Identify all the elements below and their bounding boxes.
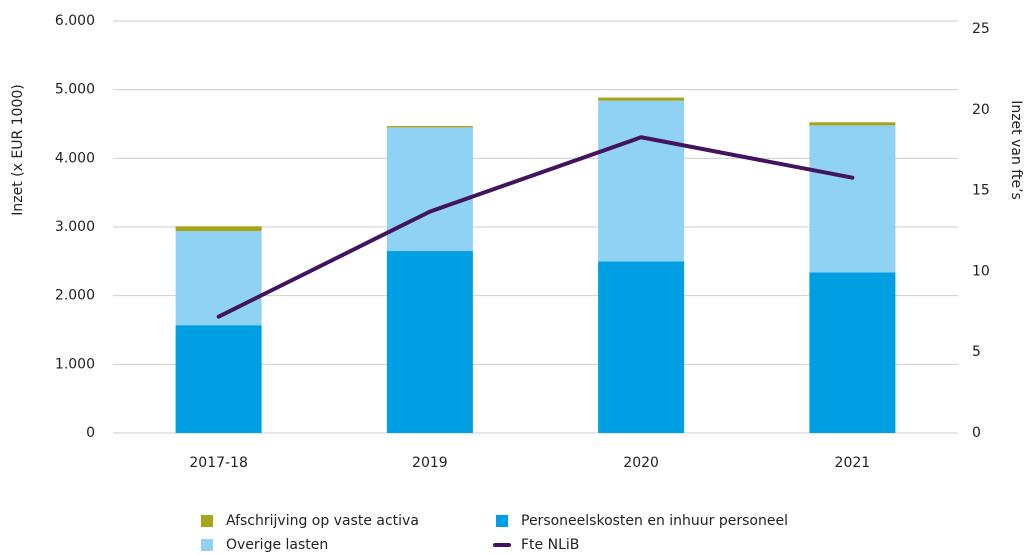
bar-segment [386, 127, 473, 252]
y2-tick-label: 25 [972, 21, 990, 37]
bar-segment [598, 261, 685, 433]
y-tick-label: 2.000 [55, 288, 95, 304]
y-tick-label: 0 [86, 425, 95, 441]
y-tick-label: 5.000 [55, 82, 95, 98]
bar-segment [809, 272, 896, 433]
y-tick-label: 1.000 [55, 356, 95, 372]
y2-tick-label: 0 [972, 425, 981, 441]
legend-swatch [201, 539, 213, 551]
legend-swatch [496, 515, 508, 527]
legend-swatch [201, 515, 213, 527]
bar-segment [175, 325, 262, 433]
legend-label: Personeelskosten en inhuur personeel [521, 513, 788, 529]
y-tick-label: 6.000 [55, 13, 95, 29]
y-tick-label: 4.000 [55, 150, 95, 166]
bar-segment [386, 126, 473, 128]
x-tick-label: 2017-18 [189, 455, 248, 471]
y2-tick-label: 5 [972, 344, 981, 360]
bar-segment [598, 100, 685, 262]
bar-segment [809, 125, 896, 273]
x-tick-label: 2020 [623, 455, 659, 471]
legend-label: Afschrijving op vaste activa [226, 513, 419, 529]
legend-label: Overige lasten [226, 537, 328, 553]
y-tick-label: 3.000 [55, 219, 95, 235]
y-axis-title: Inzet (x EUR 1000) [10, 84, 26, 215]
y2-tick-label: 10 [972, 263, 990, 279]
legend-label: Fte NLiB [521, 537, 579, 553]
y2-axis-title: Inzet van fte’s [1008, 100, 1024, 200]
bar-segment [175, 231, 262, 326]
line-series [216, 135, 855, 319]
bar-segment [809, 122, 896, 126]
y2-tick-label: 15 [972, 183, 990, 199]
x-tick-label: 2021 [835, 455, 871, 471]
y2-tick-label: 20 [972, 102, 990, 118]
x-tick-label: 2019 [412, 455, 448, 471]
bar-segment [386, 251, 473, 433]
bar-segment [175, 226, 262, 232]
bar-segment [598, 97, 685, 101]
